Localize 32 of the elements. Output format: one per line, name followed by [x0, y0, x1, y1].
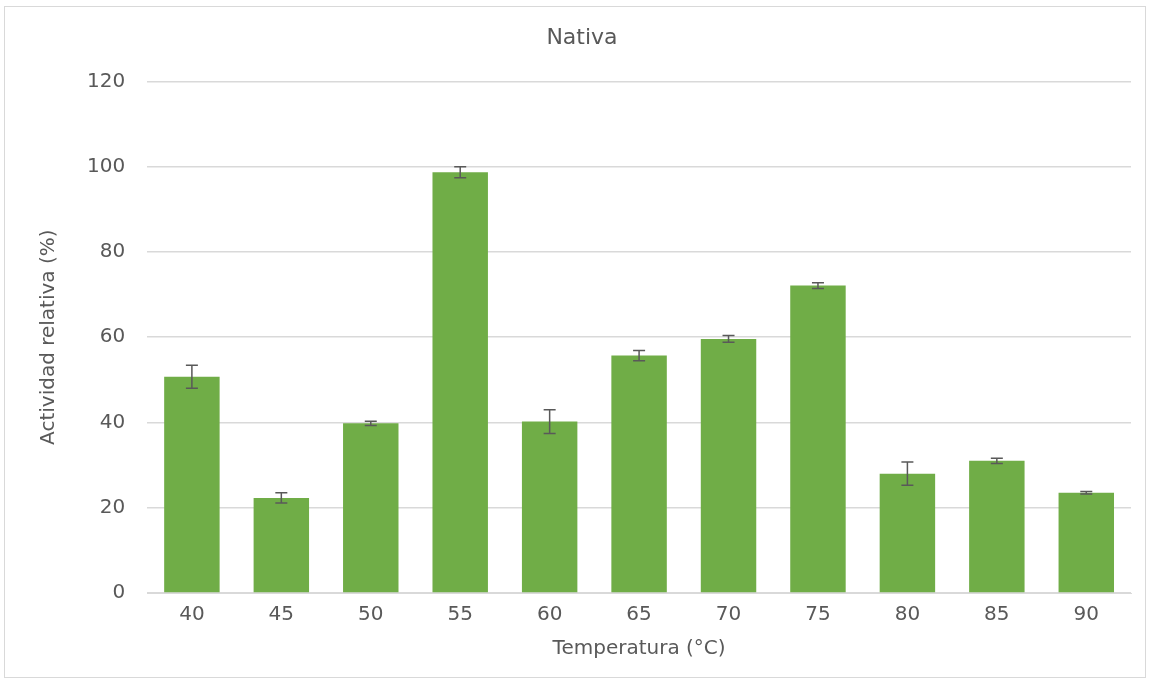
x-tick-label: 45 [268, 601, 295, 626]
x-tick-label: 55 [447, 601, 473, 626]
x-tick-label: 65 [626, 601, 652, 626]
bar [879, 473, 936, 593]
bar [164, 376, 220, 593]
x-tick-label: 70 [715, 601, 742, 626]
x-tick-label: 80 [894, 601, 921, 626]
y-tick-label: 120 [86, 67, 126, 92]
x-tick-label: 90 [1073, 601, 1100, 626]
x-tick-label: 75 [805, 601, 831, 626]
y-tick-label: 20 [99, 493, 126, 518]
y-tick-label: 60 [99, 323, 126, 348]
bar [1058, 492, 1115, 593]
x-axis-title: Temperatura (°C) [551, 635, 726, 660]
y-tick-label: 40 [99, 408, 126, 433]
y-tick-label: 100 [86, 152, 126, 177]
x-tick-label: 85 [984, 601, 1010, 626]
bar [790, 285, 846, 593]
chart-title: Nativa [546, 23, 618, 49]
x-tick-label: 50 [358, 601, 384, 626]
bar [343, 423, 399, 593]
y-tick-label: 80 [99, 238, 126, 263]
bar [521, 421, 578, 593]
bar [432, 172, 488, 593]
bar [253, 497, 310, 593]
x-tick-label: 40 [179, 601, 205, 626]
y-tick-label: 0 [112, 579, 126, 604]
x-tick-label: 60 [536, 601, 563, 626]
bar [611, 355, 667, 593]
bar [700, 338, 757, 593]
bar [969, 460, 1025, 593]
y-axis-title: Actividad relativa (%) [35, 229, 60, 445]
